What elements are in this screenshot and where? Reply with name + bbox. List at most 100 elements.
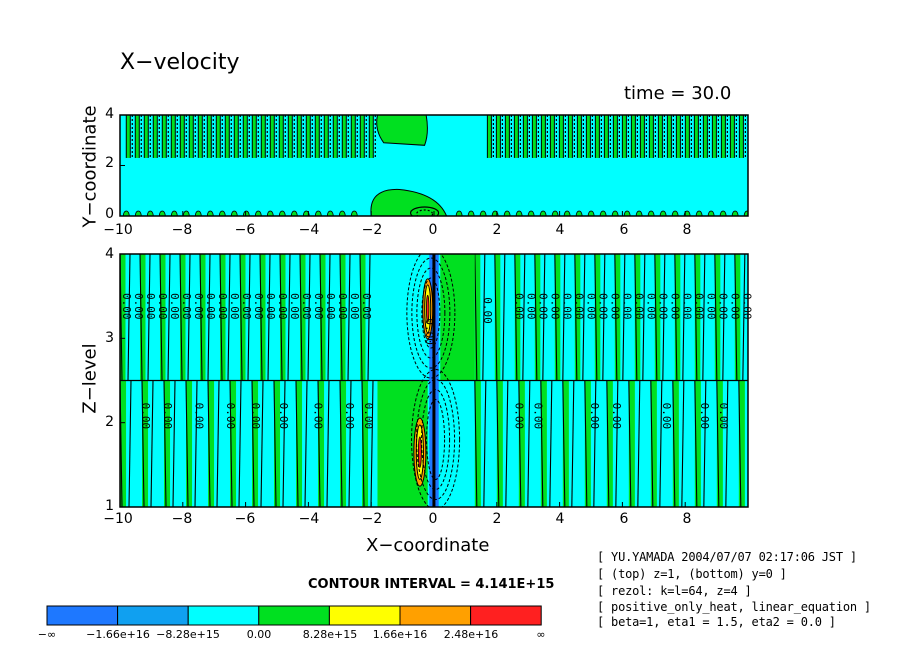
contour-line [327, 254, 331, 381]
contour-label: 0.00 [513, 293, 526, 320]
top-x-tick: 8 [682, 222, 692, 238]
top-edge-bump [158, 210, 166, 216]
bottom-green-stripe [140, 254, 146, 381]
contour-line [496, 380, 500, 507]
contour-label: 0.00 [139, 403, 152, 430]
top-green-stripe [135, 115, 140, 158]
top-green-stripe [586, 115, 591, 158]
top-green-stripe [523, 115, 528, 158]
top-green-stripe [162, 115, 167, 158]
contour-line [207, 254, 211, 381]
top-green-stripe [216, 115, 221, 158]
contour-line [167, 254, 171, 381]
top-green-stripe [153, 115, 158, 158]
contour-label: 0.00 [717, 293, 730, 320]
contour-line [326, 380, 330, 507]
top-edge-bump [635, 210, 643, 216]
top-green-stripe [730, 115, 735, 158]
bottom-green-stripe [186, 380, 193, 507]
bottom-green-stripe [474, 380, 481, 507]
contour-label: 0.00 [660, 403, 673, 430]
contour-label: 0.00 [681, 293, 694, 320]
top-lower-green-blob [370, 188, 448, 216]
dashed-contour [421, 277, 441, 349]
info-line: [ beta=1, eta1 = 1.5, eta2 = 0.0 ] [597, 615, 836, 629]
contour-label: 0.00 [610, 403, 623, 430]
contour-line [574, 254, 578, 381]
bottom-central-green-upper [440, 254, 475, 381]
contour-line [229, 380, 233, 507]
bottom-green-stripe [584, 380, 591, 507]
contour-line [287, 254, 291, 381]
top-green-stripe [496, 115, 501, 158]
top-edge-bump [707, 210, 715, 216]
top-edge-bump [134, 210, 142, 216]
top-green-stripe [676, 115, 681, 158]
top-edge-bump [551, 210, 559, 216]
contour-label: 0.00 [698, 403, 711, 430]
dashed-contour [411, 257, 451, 369]
contour-line [247, 254, 251, 381]
contour-label: 0.00 [216, 293, 229, 320]
contour-line [514, 254, 518, 381]
contour-line [199, 254, 203, 381]
contour-line [127, 254, 131, 381]
top-edge-bump [266, 210, 274, 216]
contour-label: 0.00 [224, 403, 237, 430]
contour-line [159, 254, 163, 381]
contour-line [725, 380, 729, 507]
bottom-green-stripe [208, 380, 215, 507]
top-edge-bump [230, 210, 238, 216]
contour-line [584, 380, 588, 507]
top-x-tick: 4 [555, 222, 565, 238]
contour-label: 0.00 [705, 293, 718, 320]
contour-line [637, 380, 641, 507]
contour-line [359, 254, 363, 381]
top-edge-bump [515, 210, 523, 216]
contour-line [522, 254, 526, 381]
top-green-stripe [180, 115, 185, 158]
contour-label: 0.00 [741, 293, 754, 320]
bottom-green-stripe [694, 254, 701, 381]
contour-label: 0.00 [481, 297, 494, 324]
bottom-green-stripe [674, 254, 681, 381]
contour-label: 0.00 [312, 293, 325, 320]
contour-line [194, 380, 198, 507]
contour-label: 0.00 [621, 293, 634, 320]
contour-label: 0.00 [276, 293, 289, 320]
bottom-green-stripe [230, 380, 237, 507]
bottom-green-stripe [340, 254, 346, 381]
contour-line [172, 380, 176, 507]
top-green-stripe [739, 115, 744, 158]
contour-label: 0.00 [633, 293, 646, 320]
contour-line [339, 254, 343, 381]
bottom-green-stripe [274, 380, 281, 507]
top-edge-bump [743, 210, 748, 216]
contour-line [482, 254, 486, 381]
top-green-stripe [505, 115, 510, 158]
top-green-stripe [126, 115, 131, 158]
contour-line [674, 254, 678, 381]
top-green-stripe [198, 115, 203, 158]
top-green-stripe [234, 115, 239, 158]
contour-line [702, 254, 706, 381]
top-green-stripe [360, 115, 365, 158]
legend-label: −8.28e+15 [156, 628, 220, 641]
contour-label: 0.00 [120, 293, 133, 320]
top-green-stripe [613, 115, 618, 158]
top-green-stripe [568, 115, 573, 158]
top-green-stripe [243, 115, 248, 158]
contour-label: 0.00 [423, 318, 436, 345]
contour-label: 0.00 [561, 293, 574, 320]
info-line: [ YU.YAMADA 2004/07/07 02:17:06 JST ] [597, 550, 857, 564]
bottom-green-stripe [672, 380, 679, 507]
contour-line [259, 254, 263, 381]
top-green-stripe [279, 115, 284, 158]
contour-line [128, 380, 132, 507]
dashed-contour [406, 254, 456, 379]
legend-swatch [399, 605, 472, 626]
top-green-stripe [712, 115, 717, 158]
contour-line [139, 254, 143, 381]
contour-label: 0.00 [264, 293, 277, 320]
